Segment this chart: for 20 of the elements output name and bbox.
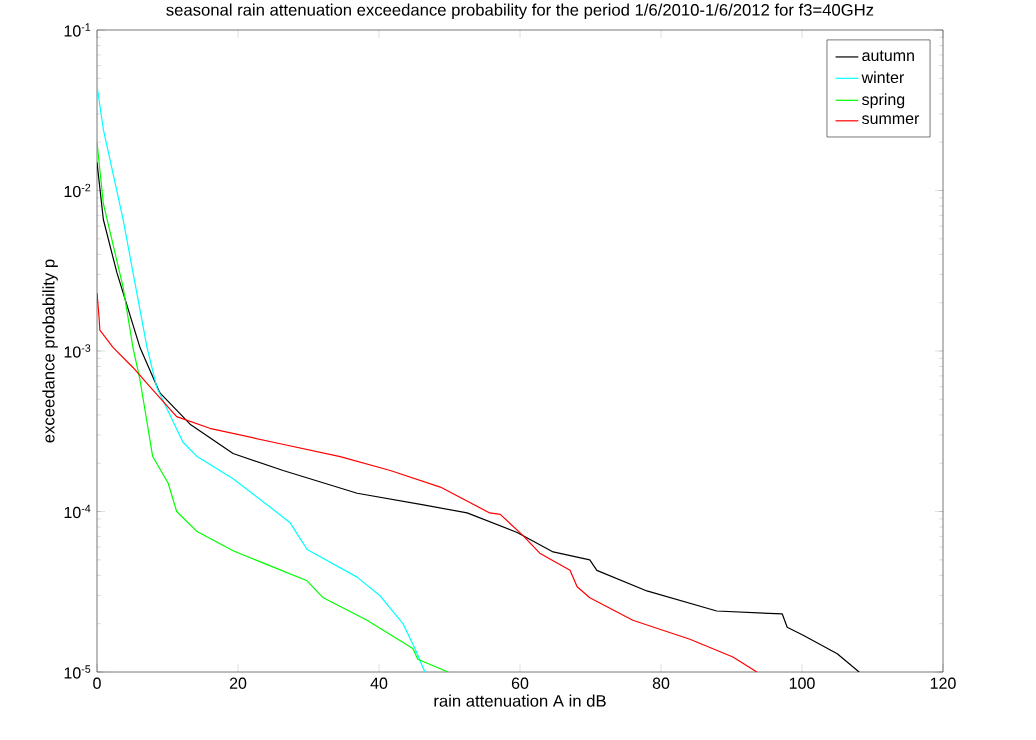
y-tick-label: 10$^{-1}$ xyxy=(64,23,91,37)
x-axis-title: rain attenuation A in dB xyxy=(434,694,606,707)
x-tick-label: 60 xyxy=(511,677,529,689)
chart-title: seasonal rain attenuation exceedance probability for the period 1/6/2010-1/6/2012 for f3=40GHz xyxy=(166,3,874,20)
x-tick-label: 80 xyxy=(652,677,670,689)
line-series xyxy=(97,292,758,673)
y-tick-label: 10$^{-5}$ xyxy=(64,665,91,679)
legend-label: winter xyxy=(861,71,904,84)
y-axis-title: exceedance probability p xyxy=(42,259,58,443)
x-tick-label: 20 xyxy=(229,677,247,689)
y-tick-label: 10$^{-4}$ xyxy=(64,504,91,519)
y-tick-label: 10$^{-2}$ xyxy=(64,183,91,198)
x-tick-label: 40 xyxy=(370,677,388,689)
legend-label: autumn xyxy=(862,50,914,62)
x-tick-label: 120 xyxy=(930,677,956,689)
x-tick-label: 0 xyxy=(93,677,101,689)
legend-label: spring xyxy=(862,93,905,109)
y-tick-label: 10$^{-3}$ xyxy=(64,344,91,358)
legend-label: summer xyxy=(862,115,920,125)
x-tick-label: 100 xyxy=(789,677,815,689)
